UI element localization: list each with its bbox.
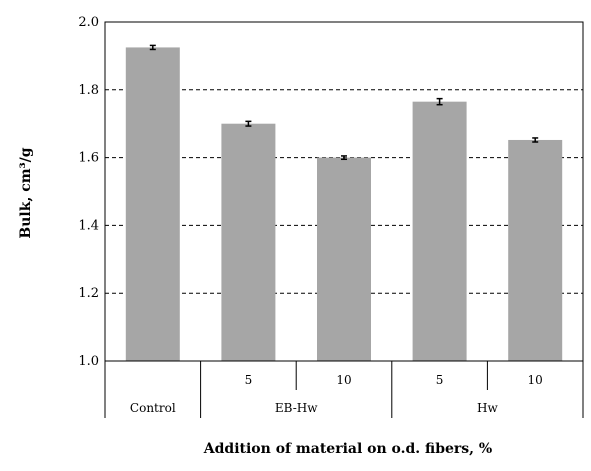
x-level-label: 5: [245, 373, 253, 387]
y-axis-title: Bulk, cm³/g: [18, 147, 34, 238]
bar: [508, 139, 563, 361]
plot-frame: [104, 21, 584, 362]
axes: [104, 21, 584, 418]
bars: [125, 47, 563, 362]
x-group-label: Control: [130, 401, 176, 415]
x-group-label: Hw: [477, 401, 498, 415]
bar: [125, 47, 180, 362]
y-tick-label: 1.2: [78, 286, 99, 301]
error-bars: [149, 44, 539, 161]
bar: [412, 101, 467, 361]
bar: [221, 123, 276, 361]
y-tick-labels: 1.0 1.2 1.4 1.6 1.8 2.0: [78, 15, 99, 369]
y-tick-label: 1.6: [78, 151, 99, 166]
error-bar: [149, 44, 156, 51]
x-category-labels: 5 10 5 10 Control EB-Hw Hw: [130, 373, 543, 415]
x-level-label: 10: [336, 373, 351, 387]
x-level-label: 10: [528, 373, 543, 387]
y-tick-label: 1.8: [78, 83, 99, 98]
error-bar: [341, 155, 347, 161]
y-tick-label: 1.0: [78, 354, 99, 369]
error-bar: [436, 97, 443, 106]
error-bar: [532, 137, 539, 143]
x-axis-title: Addition of material on o.d. fibers, %: [203, 441, 492, 457]
x-group-label: EB-Hw: [275, 401, 318, 415]
error-bar: [245, 120, 252, 127]
x-level-label: 5: [436, 373, 444, 387]
y-tick-label: 1.4: [78, 218, 99, 233]
y-tick-label: 2.0: [78, 15, 99, 30]
bar: [317, 157, 371, 361]
